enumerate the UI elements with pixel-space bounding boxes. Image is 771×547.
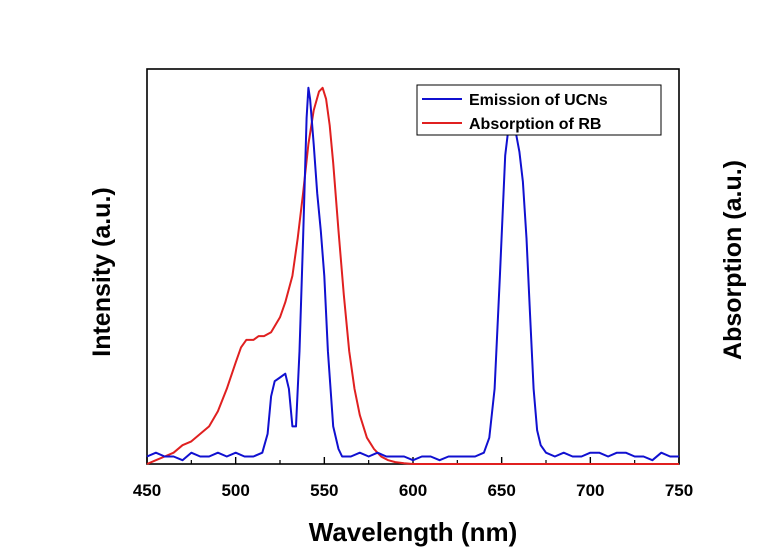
series-line-absorption bbox=[147, 88, 679, 464]
legend: Emission of UCNs Absorption of RB bbox=[417, 85, 661, 135]
legend-label-emission: Emission of UCNs bbox=[469, 92, 608, 109]
series-line-emission bbox=[147, 88, 679, 460]
x-tick-label: 600 bbox=[399, 481, 427, 500]
x-tick-label: 700 bbox=[576, 481, 604, 500]
x-tick-label: 650 bbox=[487, 481, 515, 500]
x-tick-label: 550 bbox=[310, 481, 338, 500]
x-tick-label: 500 bbox=[221, 481, 249, 500]
x-tick-label: 750 bbox=[665, 481, 693, 500]
right-y-axis-title: Absorption (a.u.) bbox=[719, 160, 747, 360]
left-y-axis-title: Intensity (a.u.) bbox=[88, 187, 116, 356]
legend-label-absorption: Absorption of RB bbox=[469, 116, 601, 133]
series-lines bbox=[147, 88, 679, 464]
x-tick-label: 450 bbox=[133, 481, 161, 500]
x-axis-title: Wavelength (nm) bbox=[309, 517, 517, 547]
